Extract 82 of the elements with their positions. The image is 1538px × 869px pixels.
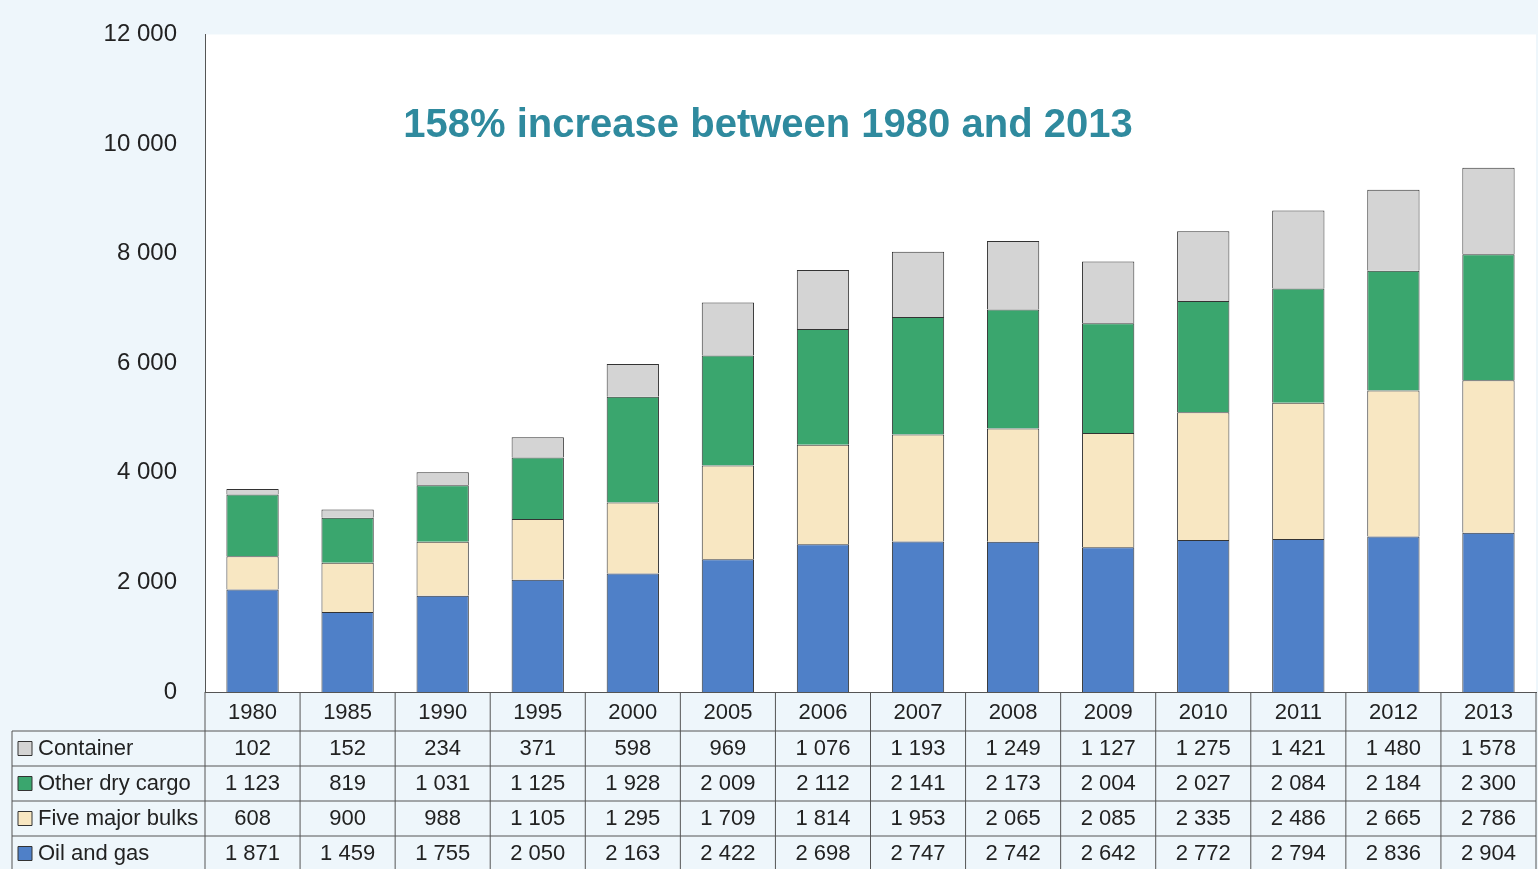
data-label: 1 249 — [985, 734, 1041, 760]
annotation: 158% increase between 1980 and 2013 — [403, 101, 1133, 146]
data-label: 2 786 — [1460, 804, 1516, 830]
data-label: 2 794 — [1270, 839, 1326, 865]
x-tick-label: 1985 — [323, 699, 373, 725]
x-tick-label: 2006 — [798, 699, 848, 725]
data-label: 2 772 — [1175, 839, 1231, 865]
data-label: 598 — [614, 734, 652, 760]
data-label: 2 335 — [1175, 804, 1231, 830]
data-label: 1 123 — [225, 769, 281, 795]
data-label: 1 295 — [605, 804, 661, 830]
data-label: 2 300 — [1460, 769, 1516, 795]
data-label: 1 928 — [605, 769, 661, 795]
y-tick-label: 12 000 — [103, 19, 177, 47]
x-tick-label: 2011 — [1274, 699, 1322, 725]
data-label: 2 085 — [1080, 804, 1136, 830]
y-tick-label: 4 000 — [116, 457, 177, 485]
data-label: 1 480 — [1365, 734, 1421, 760]
data-label: 371 — [519, 734, 557, 760]
data-label: 969 — [709, 734, 747, 760]
data-label: 608 — [234, 804, 271, 830]
data-label: 2 747 — [890, 839, 946, 865]
x-tick-label: 1980 — [228, 699, 278, 725]
x-tick-label: 1995 — [513, 699, 563, 725]
legend-label: Other dry cargo — [38, 769, 191, 795]
data-label: 2 742 — [985, 839, 1041, 865]
data-label: 1 871 — [225, 839, 281, 865]
data-label: 2 112 — [796, 769, 850, 795]
y-tick-label: 2 000 — [116, 567, 177, 595]
x-tick-label: 2007 — [893, 699, 943, 725]
data-label: 1 275 — [1175, 734, 1231, 760]
data-label: 2 665 — [1365, 804, 1421, 830]
data-label: 1 125 — [510, 769, 566, 795]
data-label: 2 009 — [700, 769, 756, 795]
legend-label: Five major bulks — [38, 804, 199, 830]
data-label: 2 027 — [1175, 769, 1231, 795]
x-tick-label: 2005 — [703, 699, 753, 725]
y-tick-label: 10 000 — [103, 128, 177, 156]
y-tick-label: 8 000 — [116, 238, 177, 266]
x-tick-label: 2012 — [1368, 699, 1418, 725]
data-label: 2 184 — [1365, 769, 1421, 795]
data-label: 1 459 — [320, 839, 376, 865]
data-label: 1 814 — [795, 804, 851, 830]
data-label: 2 836 — [1365, 839, 1421, 865]
data-label: 900 — [329, 804, 366, 830]
data-label: 102 — [234, 734, 271, 760]
data-label: 2 486 — [1270, 804, 1326, 830]
data-label: 2 698 — [795, 839, 851, 865]
data-label: 2 173 — [985, 769, 1041, 795]
data-label: 2 642 — [1080, 839, 1136, 865]
data-label: 988 — [424, 804, 462, 830]
data-label: 2 904 — [1460, 839, 1516, 865]
data-label: 1 755 — [415, 839, 471, 865]
data-label: 2 065 — [985, 804, 1041, 830]
data-label: 1 031 — [415, 769, 471, 795]
y-tick-label: 0 — [163, 676, 177, 704]
x-tick-label: 2013 — [1463, 699, 1513, 725]
data-label: 1 578 — [1460, 734, 1516, 760]
data-label: 2 141 — [890, 769, 946, 795]
x-tick-label: 2000 — [608, 699, 658, 725]
x-tick-label: 2008 — [988, 699, 1038, 725]
x-tick-label: 2010 — [1178, 699, 1228, 725]
data-label: 819 — [329, 769, 366, 795]
data-label: 2 084 — [1270, 769, 1326, 795]
y-tick-label: 6 000 — [116, 347, 177, 375]
data-label: 1 709 — [700, 804, 756, 830]
data-label: 1 193 — [890, 734, 946, 760]
data-label: 1 105 — [510, 804, 566, 830]
data-label: 2 050 — [510, 839, 566, 865]
data-label: 2 163 — [605, 839, 661, 865]
legend-label: Container — [38, 734, 134, 760]
data-label: 1 953 — [890, 804, 946, 830]
data-label: 1 076 — [795, 734, 851, 760]
data-label: 2 422 — [700, 839, 756, 865]
data-label: 1 421 — [1270, 734, 1326, 760]
x-tick-label: 2009 — [1083, 699, 1133, 725]
data-label: 234 — [424, 734, 462, 760]
legend-label: Oil and gas — [38, 839, 150, 865]
data-label: 2 004 — [1080, 769, 1136, 795]
x-tick-label: 1990 — [418, 699, 468, 725]
data-label: 152 — [329, 734, 366, 760]
data-label: 1 127 — [1080, 734, 1136, 760]
